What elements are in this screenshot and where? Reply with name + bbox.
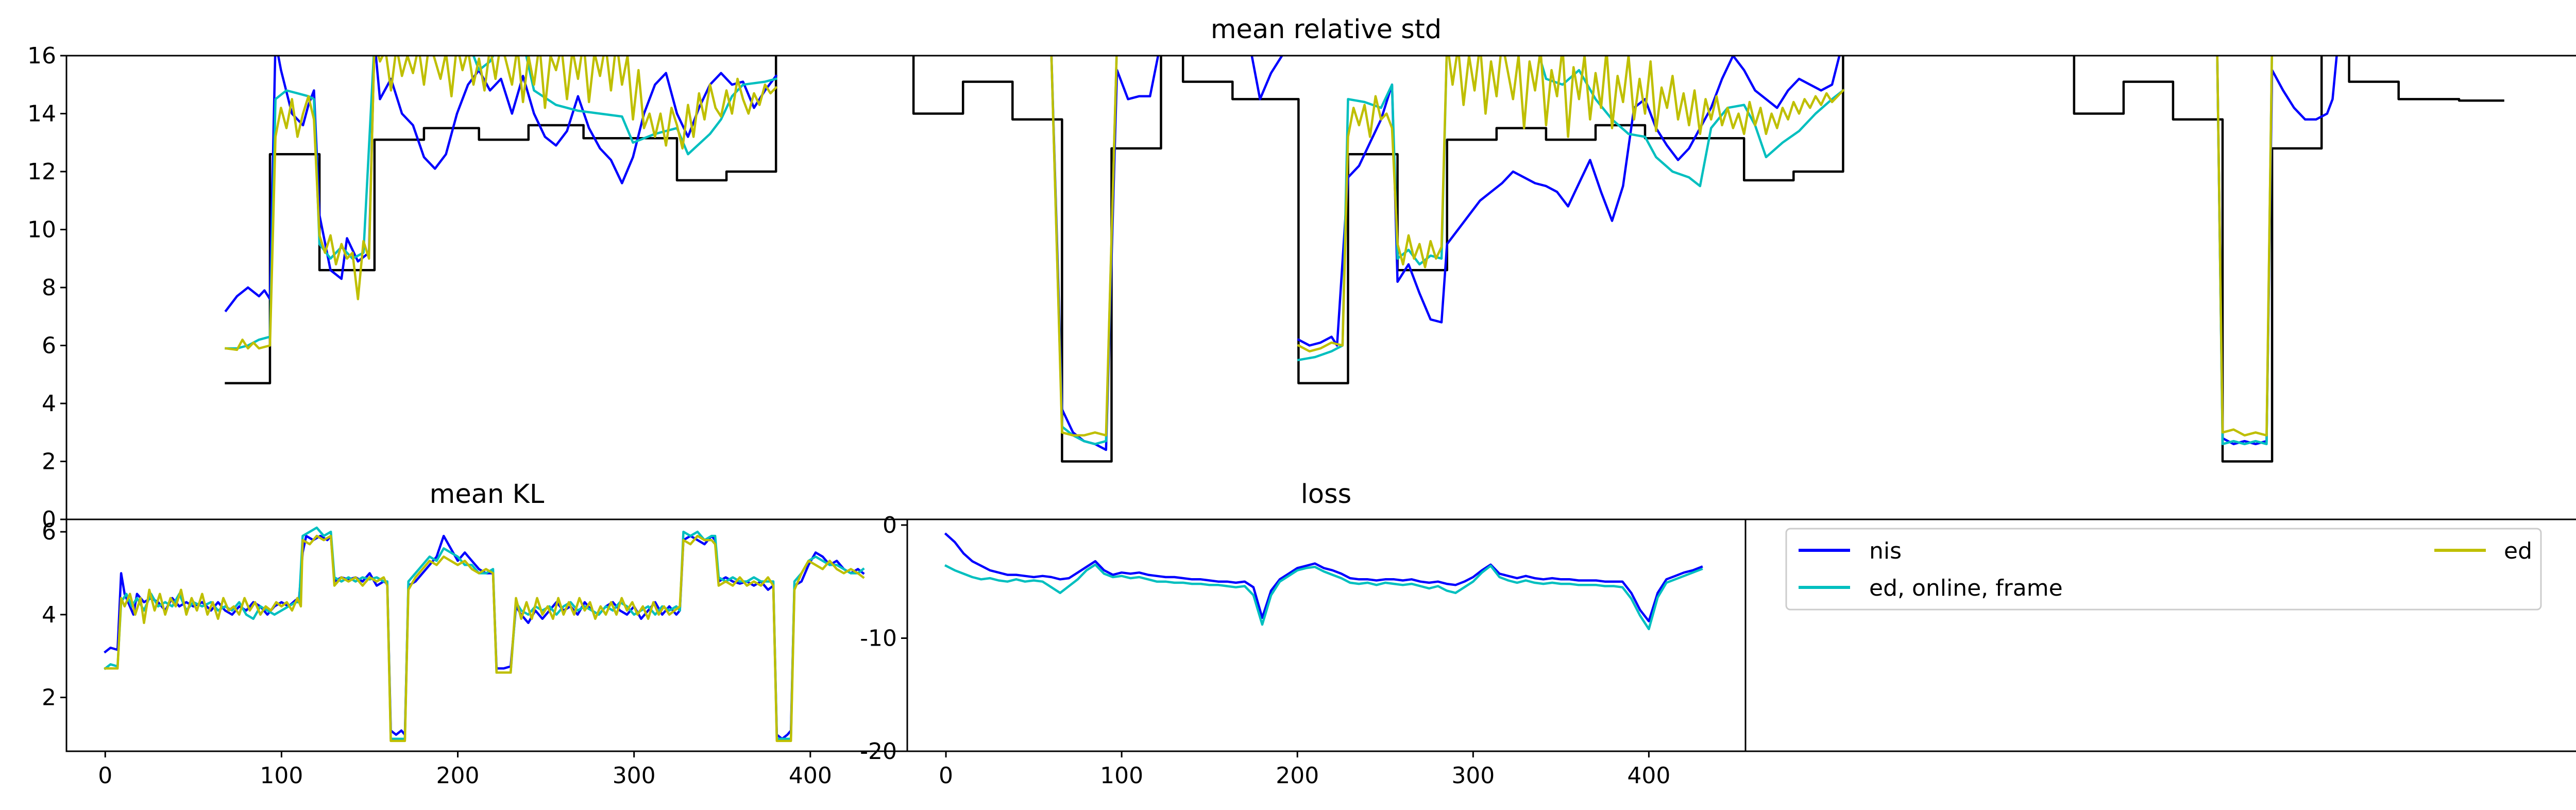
kl-series-nis-line bbox=[104, 534, 865, 740]
top-series-ed-line bbox=[1297, 56, 1448, 353]
loss-ticks: 0 -10 -20 0 100 200 300 400 bbox=[860, 512, 1670, 789]
loss-plot-area bbox=[944, 532, 1703, 631]
legend-panel-frame bbox=[1744, 518, 2576, 752]
top-series-ed-line bbox=[1447, 56, 1845, 138]
top-series-nis-line bbox=[1050, 56, 1160, 451]
loss-x-tick-label: 300 bbox=[1451, 763, 1495, 789]
loss-title: loss bbox=[1301, 479, 1352, 510]
top-series-nis-line bbox=[1250, 56, 1284, 100]
top-series-step-line bbox=[2073, 56, 2323, 463]
top-y-tick-label: 6 bbox=[42, 333, 56, 359]
top-y-tick-label: 14 bbox=[27, 101, 56, 127]
top-series-ed-online-frame-line bbox=[1297, 56, 1448, 362]
kl-plot-area bbox=[104, 526, 865, 742]
top-y-tick-label: 4 bbox=[42, 391, 56, 417]
kl-y-tick-label: 4 bbox=[42, 602, 56, 628]
top-series-ed-online-frame-line bbox=[525, 56, 777, 156]
legend-entry-ed-online-frame: ed, online, frame bbox=[1799, 575, 2063, 601]
top-y-tick-label: 0 bbox=[42, 507, 56, 533]
top-series-ed-line bbox=[2216, 56, 2273, 437]
top-y-ticks: 0 2 4 6 8 10 12 14 16 bbox=[27, 43, 66, 533]
kl-x-tick-label: 0 bbox=[98, 763, 112, 789]
top-y-tick-label: 12 bbox=[27, 159, 56, 185]
legend-label-nis: nis bbox=[1869, 538, 1902, 564]
top-series-nis-line bbox=[1297, 56, 1841, 347]
top-series-nis-line bbox=[375, 56, 778, 184]
top-series-step-line bbox=[912, 56, 1162, 463]
top-series-ed-line bbox=[225, 56, 376, 351]
loss-x-tick-label: 400 bbox=[1627, 763, 1670, 789]
kl-x-tick-label: 300 bbox=[613, 763, 656, 789]
kl-series-ed-line bbox=[104, 534, 865, 742]
loss-y-tick-label: -20 bbox=[860, 738, 897, 765]
loss-y-tick-label: 0 bbox=[883, 512, 897, 538]
top-y-tick-label: 8 bbox=[42, 275, 56, 301]
top-y-tick-label: 16 bbox=[27, 43, 56, 69]
legend-panel: nis ed, online, frame ed bbox=[1744, 518, 2576, 752]
loss-x-tick-label: 0 bbox=[939, 763, 953, 789]
loss-series-ed-online-frame-line bbox=[944, 563, 1703, 631]
top-series-ed-online-frame-line bbox=[2216, 56, 2273, 446]
top-y-tick-label: 10 bbox=[27, 217, 56, 243]
top-series-step-line bbox=[1181, 56, 1844, 384]
legend-label-ed-online-frame: ed, online, frame bbox=[1869, 575, 2063, 601]
top-title: mean relative std bbox=[1211, 14, 1442, 45]
loss-series-nis-line bbox=[944, 532, 1703, 622]
loss-x-tick-label: 200 bbox=[1276, 763, 1319, 789]
kl-title: mean KL bbox=[430, 479, 545, 510]
top-series-nis-line bbox=[2216, 56, 2338, 446]
kl-y-tick-label: 2 bbox=[42, 685, 56, 711]
kl-x-tick-label: 100 bbox=[260, 763, 303, 789]
kl-ticks: 2 4 6 0 100 200 300 400 bbox=[42, 519, 832, 789]
top-y-tick-label: 2 bbox=[42, 449, 56, 475]
legend-label-ed: ed bbox=[2504, 538, 2532, 564]
top-series-ed-line bbox=[1050, 56, 1118, 437]
loss-x-tick-label: 100 bbox=[1100, 763, 1143, 789]
top-plot-area bbox=[224, 56, 2504, 463]
kl-y-tick-label: 6 bbox=[42, 519, 56, 545]
loss-panel: loss 0 -10 -20 0 100 200 300 400 bbox=[860, 479, 1747, 789]
loss-y-tick-label: -10 bbox=[860, 625, 897, 651]
legend-box bbox=[1785, 528, 2542, 611]
legend-entry-nis: nis bbox=[1799, 538, 1902, 564]
kl-x-tick-label: 400 bbox=[789, 763, 832, 789]
top-series-step-line bbox=[2348, 56, 2504, 102]
top-series-ed-line bbox=[377, 56, 778, 150]
legend-entry-ed: ed bbox=[2434, 538, 2532, 564]
kl-x-tick-label: 200 bbox=[436, 763, 480, 789]
